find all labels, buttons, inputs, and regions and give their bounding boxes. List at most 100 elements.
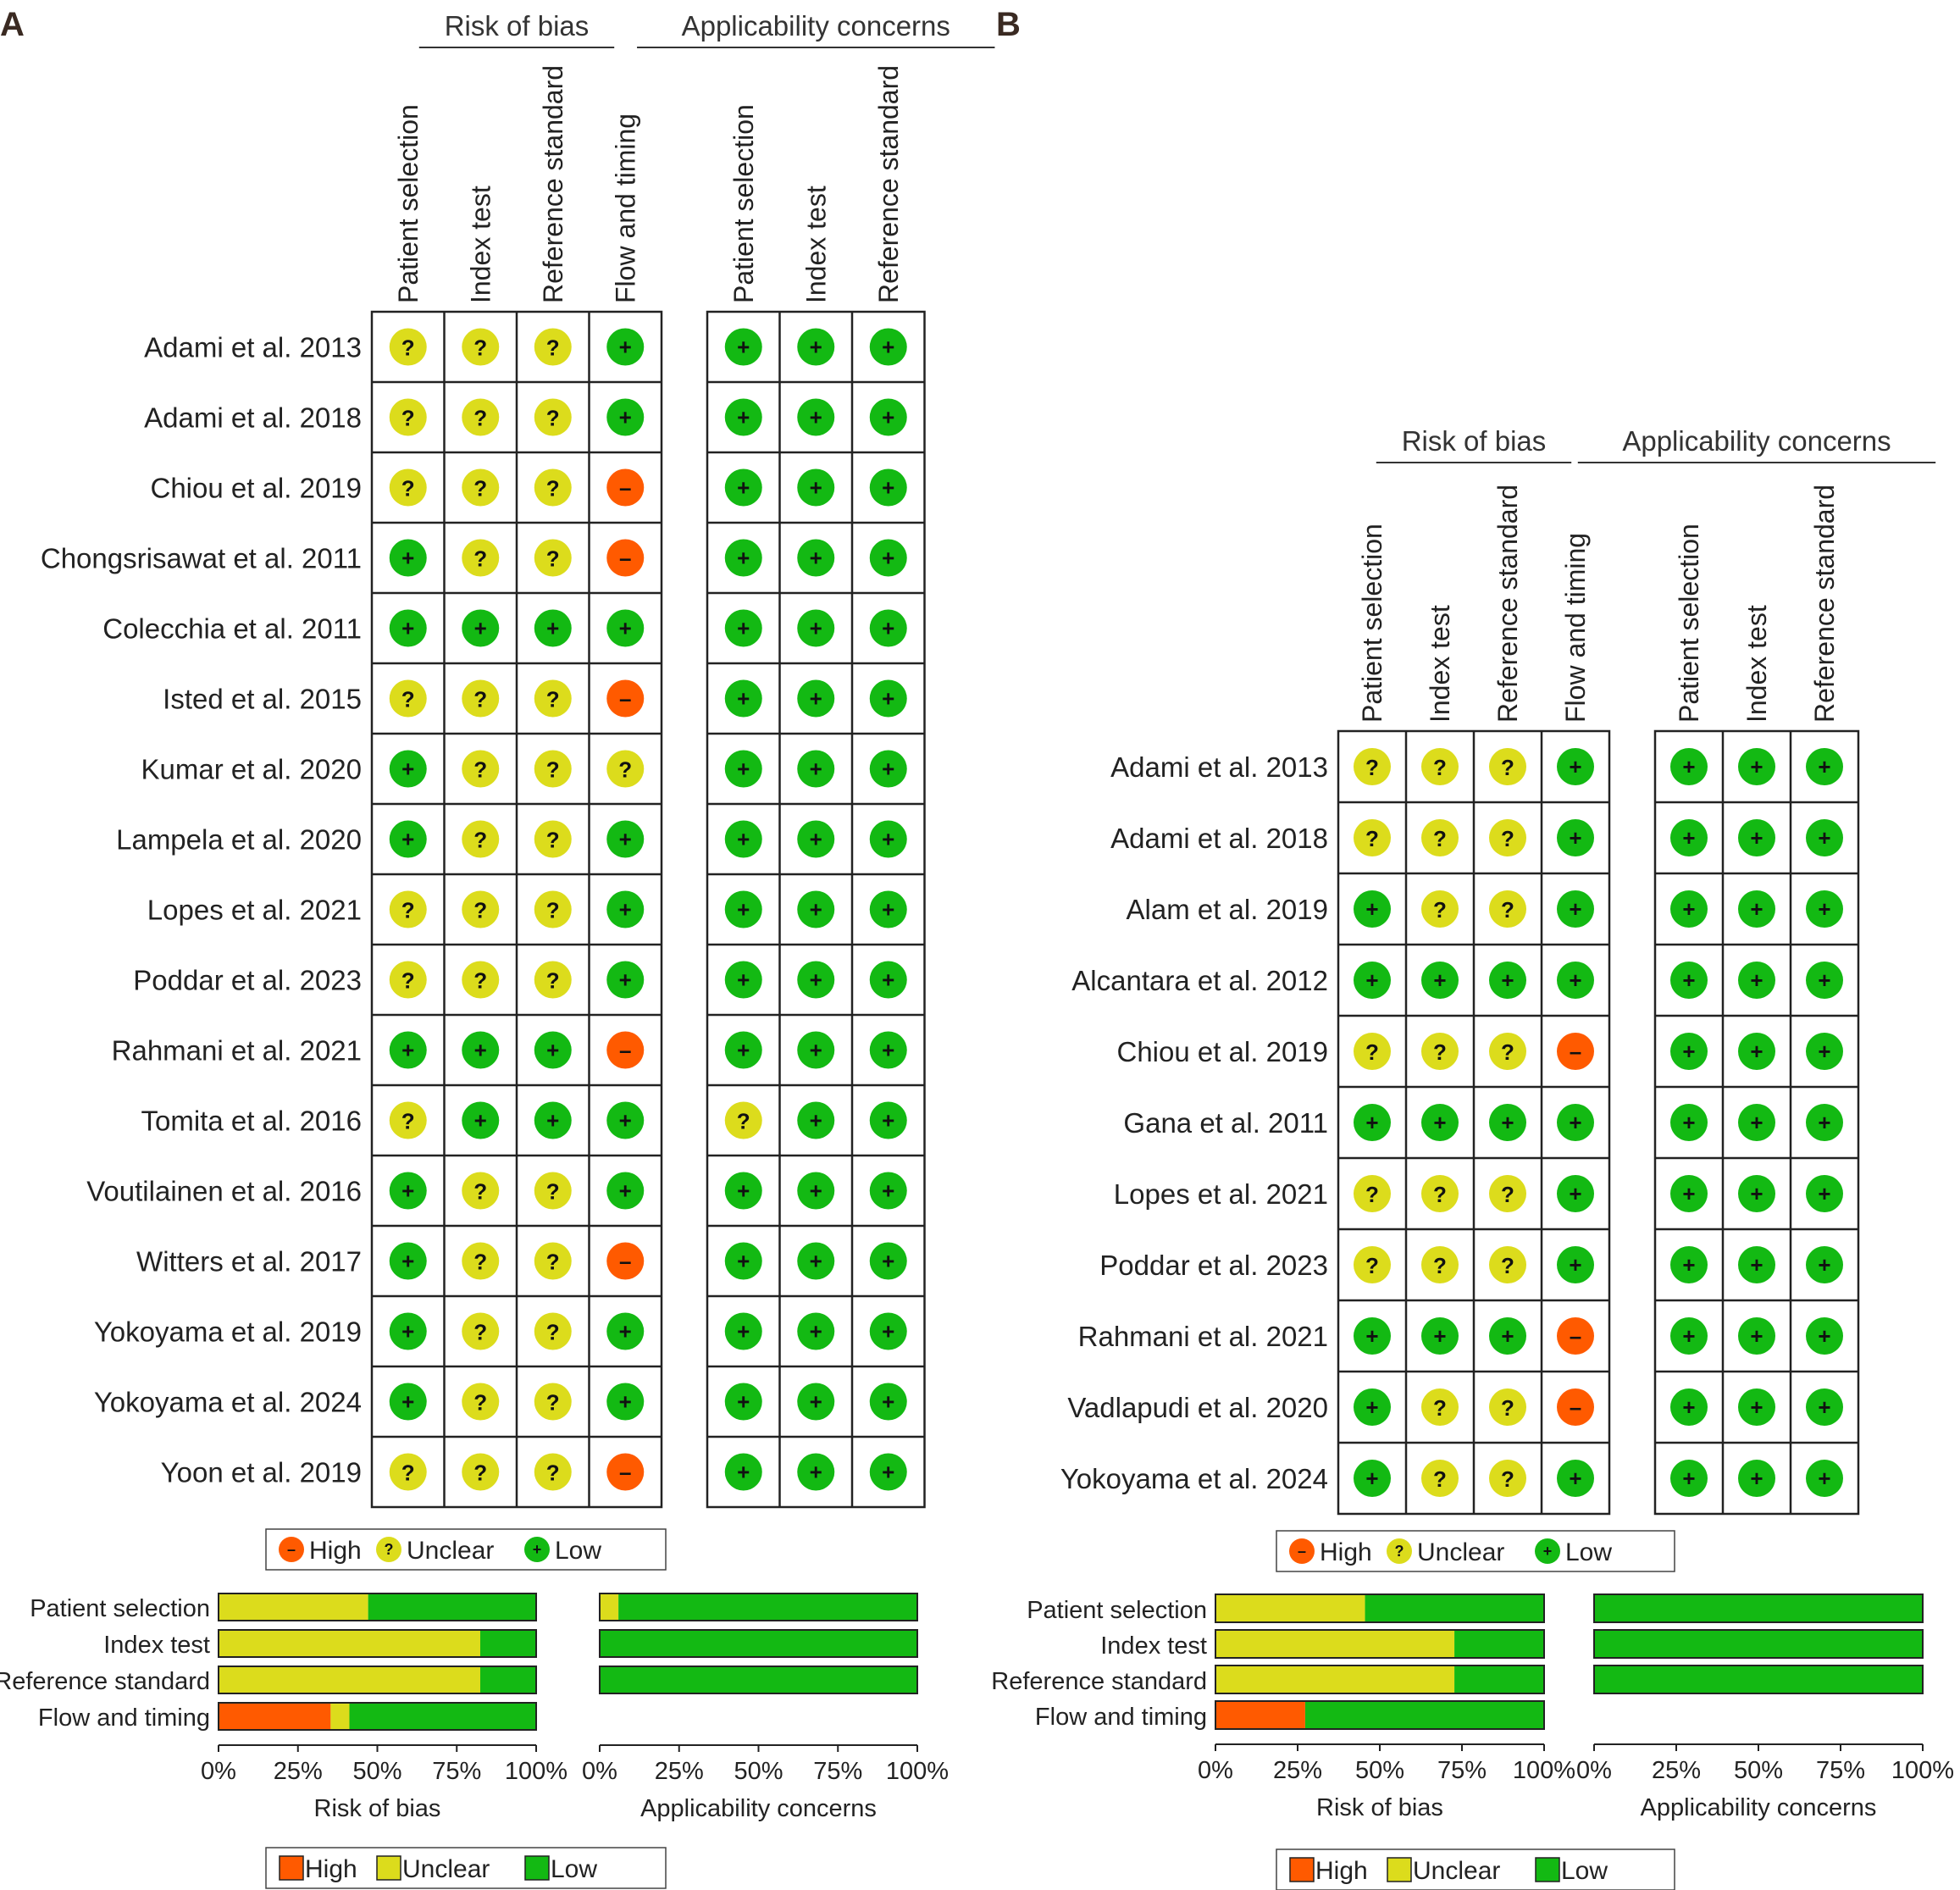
ac-judgment-alcantara-et-al-2012-1: + bbox=[1738, 962, 1775, 999]
rob-judgment-adami-et-al-2018-2: ? bbox=[1489, 819, 1526, 856]
ac-judgment-poddar-et-al-2023-2-symbol: + bbox=[1818, 1252, 1830, 1278]
ac-judgment-gana-et-al-2011-2: + bbox=[1806, 1104, 1843, 1141]
rob-judgment-rahmani-et-al-2021-0-symbol: + bbox=[401, 1038, 414, 1063]
rob-judgment-alam-et-al-2019-1: ? bbox=[1421, 890, 1459, 928]
ac-judgment-lampela-et-al-2020-1-circle bbox=[797, 820, 835, 858]
ac-judgment-alam-et-al-2019-0-circle bbox=[1670, 890, 1708, 928]
rob-judgment-alcantara-et-al-2012-0-symbol: + bbox=[1365, 967, 1378, 993]
rob-judgment-poddar-et-al-2023-2: ? bbox=[1489, 1246, 1526, 1283]
rob-judgment-chongsrisawat-et-al-2011-1-symbol: ? bbox=[473, 546, 487, 572]
rob-judgment-tomita-et-al-2016-0-symbol: ? bbox=[401, 1109, 415, 1134]
rob-judgment-poddar-et-al-2023-0-symbol: ? bbox=[1365, 1253, 1379, 1278]
ac-judgment-witters-et-al-2017-1: + bbox=[797, 1242, 835, 1280]
ac-judgment-colecchia-et-al-2011-1-circle bbox=[797, 609, 835, 647]
rob-judgment-rahmani-et-al-2021-3: – bbox=[1557, 1317, 1594, 1355]
rob-judgment-colecchia-et-al-2011-3-symbol: + bbox=[619, 616, 632, 641]
rob-judgment-adami-et-al-2018-2: ? bbox=[534, 398, 572, 436]
panel-b-legend-bars: High Unclear Low bbox=[1276, 1848, 1675, 1890]
ac-judgment-rahmani-et-al-2021-0-symbol: + bbox=[1682, 1323, 1695, 1349]
rob-judgment-lopes-et-al-2021-3-circle bbox=[606, 890, 645, 928]
panel-label-b: B bbox=[996, 6, 1021, 43]
ac-judgment-chiou-et-al-2019-1-circle bbox=[797, 468, 835, 507]
ac-judgment-colecchia-et-al-2011-0-symbol: + bbox=[737, 616, 750, 641]
rob-judgment-isted-et-al-2015-0-symbol: ? bbox=[401, 687, 415, 712]
rob-judgment-adami-et-al-2018-2-symbol: ? bbox=[546, 406, 560, 431]
ac-judgment-vadlapudi-et-al-2020-1-symbol: + bbox=[1750, 1394, 1763, 1420]
rob-judgment-poddar-et-al-2023-2-symbol: ? bbox=[546, 968, 560, 994]
ac-judgment-alcantara-et-al-2012-2-symbol: + bbox=[1818, 967, 1830, 993]
ac-judgment-alam-et-al-2019-1-circle bbox=[1738, 890, 1775, 928]
ac-judgment-alcantara-et-al-2012-2-circle bbox=[1806, 962, 1843, 999]
ac-judgment-chiou-et-al-2019-0-circle bbox=[1670, 1033, 1708, 1070]
rob-judgment-chiou-et-al-2019-1-circle bbox=[1421, 1033, 1459, 1070]
rob-judgment-chiou-et-al-2019-2: ? bbox=[1489, 1033, 1526, 1070]
ac-bar-chart-bar-reference-standard-low bbox=[1594, 1666, 1923, 1693]
ac-judgment-yoon-et-al-2019-0: + bbox=[724, 1453, 762, 1491]
rob-group-header: Risk of bias bbox=[445, 10, 590, 42]
rob-col-label-index-test: Index test bbox=[465, 186, 496, 303]
ac-judgment-adami-et-al-2013-1-symbol: + bbox=[1750, 754, 1763, 779]
rob-judgment-voutilainen-et-al-2016-3-circle bbox=[606, 1172, 645, 1210]
rob-judgment-lampela-et-al-2020-3: + bbox=[606, 820, 645, 858]
ac-judgment-adami-et-al-2018-1-symbol: + bbox=[810, 405, 822, 430]
rob-judgment-poddar-et-al-2023-1-symbol: ? bbox=[473, 968, 487, 994]
rob-judgment-alam-et-al-2019-3-symbol: + bbox=[1569, 896, 1581, 922]
rob-judgment-tomita-et-al-2016-1: + bbox=[462, 1101, 500, 1139]
ac-judgment-lopes-et-al-2021-0-symbol: + bbox=[737, 897, 750, 923]
ac-judgment-yokoyama-et-al-2019-2: + bbox=[869, 1312, 907, 1350]
ac-judgment-adami-et-al-2013-0-symbol: + bbox=[737, 335, 750, 360]
ac-judgment-isted-et-al-2015-1-symbol: + bbox=[810, 686, 822, 712]
ac-judgment-witters-et-al-2017-1-symbol: + bbox=[810, 1249, 822, 1274]
ac-bar-chart-tick-1: 25% bbox=[655, 1758, 704, 1785]
ac-judgment-voutilainen-et-al-2016-1-circle bbox=[797, 1172, 835, 1210]
rob-judgment-isted-et-al-2015-2: ? bbox=[534, 679, 572, 718]
ac-judgment-kumar-et-al-2020-1-symbol: + bbox=[810, 757, 822, 782]
ac-judgment-rahmani-et-al-2021-0: + bbox=[1670, 1317, 1708, 1355]
svg-text:?: ? bbox=[385, 1541, 394, 1558]
ac-judgment-lampela-et-al-2020-0-circle bbox=[724, 820, 762, 858]
ac-judgment-adami-et-al-2018-0-symbol: + bbox=[1682, 825, 1695, 851]
rob-judgment-tomita-et-al-2016-1-circle bbox=[462, 1101, 500, 1139]
ac-judgment-lampela-et-al-2020-2-symbol: + bbox=[882, 827, 894, 852]
legend-low-label: Low bbox=[1565, 1538, 1612, 1566]
rob-judgment-yokoyama-et-al-2024-1: ? bbox=[462, 1383, 500, 1421]
ac-judgment-poddar-et-al-2023-2-circle bbox=[1806, 1246, 1843, 1283]
rob-judgment-adami-et-al-2013-0: ? bbox=[1354, 748, 1391, 785]
rob-judgment-vadlapudi-et-al-2020-3-symbol: – bbox=[1570, 1394, 1581, 1420]
rob-judgment-adami-et-al-2018-3-circle bbox=[606, 398, 645, 436]
rob-judgment-chiou-et-al-2019-3: – bbox=[1557, 1033, 1594, 1070]
ac-judgment-voutilainen-et-al-2016-0-symbol: + bbox=[737, 1178, 750, 1204]
rob-bar-chart-xlabel: Risk of bias bbox=[314, 1795, 441, 1822]
legend-low-swatch bbox=[524, 1855, 550, 1881]
ac-judgment-rahmani-et-al-2021-2-symbol: + bbox=[1818, 1323, 1830, 1349]
rob-judgment-yokoyama-et-al-2024-0-symbol: + bbox=[401, 1389, 414, 1415]
ac-bar-chart-tick-3: 75% bbox=[813, 1758, 862, 1785]
ac-judgment-lampela-et-al-2020-1: + bbox=[797, 820, 835, 858]
bar-category-patient-selection: Patient selection bbox=[30, 1595, 210, 1622]
rob-bar-chart-bar-index-test-low bbox=[480, 1630, 536, 1657]
rob-judgment-gana-et-al-2011-3-circle bbox=[1557, 1104, 1594, 1141]
rob-judgment-adami-et-al-2013-1: ? bbox=[462, 328, 500, 366]
rob-judgment-voutilainen-et-al-2016-0: + bbox=[389, 1172, 427, 1210]
rob-judgment-adami-et-al-2013-3: + bbox=[606, 328, 645, 366]
ac-judgment-adami-et-al-2013-1: + bbox=[797, 328, 835, 366]
rob-judgment-alam-et-al-2019-0-circle bbox=[1354, 890, 1391, 928]
rob-judgment-lampela-et-al-2020-1-circle bbox=[462, 820, 500, 858]
ac-judgment-adami-et-al-2018-0-circle bbox=[1670, 819, 1708, 856]
legend-unclear-swatch bbox=[376, 1855, 401, 1881]
ac-judgment-gana-et-al-2011-0-circle bbox=[1670, 1104, 1708, 1141]
rob-judgment-lopes-et-al-2021-1: ? bbox=[462, 890, 500, 928]
rob-judgment-kumar-et-al-2020-3-circle bbox=[606, 750, 645, 788]
ac-judgment-tomita-et-al-2016-0: ? bbox=[724, 1101, 762, 1139]
ac-judgment-kumar-et-al-2020-2-symbol: + bbox=[882, 757, 894, 782]
ac-judgment-chongsrisawat-et-al-2011-0: + bbox=[724, 539, 762, 577]
rob-judgment-yokoyama-et-al-2024-1-symbol: ? bbox=[1433, 1466, 1447, 1492]
rob-judgment-adami-et-al-2013-3: + bbox=[1557, 748, 1594, 785]
rob-judgment-lopes-et-al-2021-0: ? bbox=[389, 890, 427, 928]
ac-judgment-chiou-et-al-2019-0-circle bbox=[724, 468, 762, 507]
rob-judgment-chiou-et-al-2019-1-symbol: ? bbox=[1433, 1039, 1447, 1065]
ac-judgment-gana-et-al-2011-1-circle bbox=[1738, 1104, 1775, 1141]
ac-judgment-yokoyama-et-al-2024-0-symbol: + bbox=[737, 1389, 750, 1415]
ac-judgment-poddar-et-al-2023-0-symbol: + bbox=[737, 967, 750, 993]
rob-bar-chart-tick-1: 25% bbox=[1273, 1757, 1322, 1784]
